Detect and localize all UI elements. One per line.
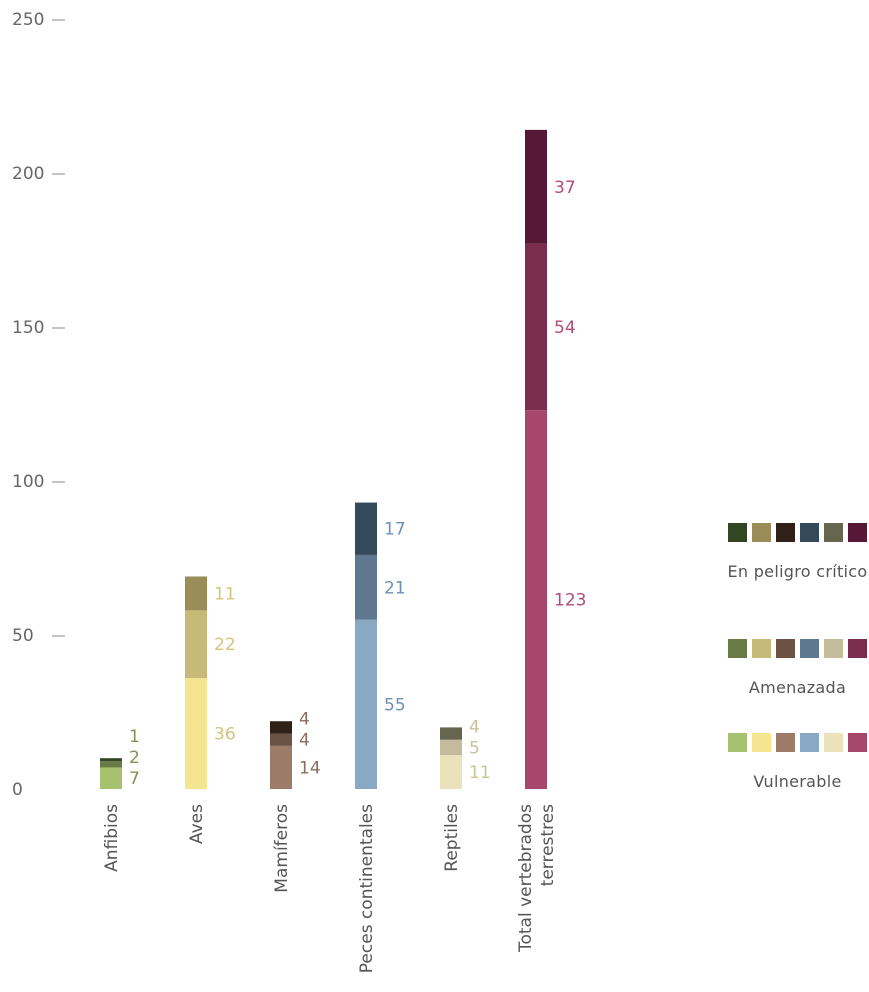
x-tick-label: Aves [187,804,207,844]
legend-swatches-critical [728,523,869,542]
y-tick-label: 250 [12,10,44,30]
bar-value-label: 11 [469,763,491,783]
bar-value-label: 1 [129,727,140,747]
legend-swatch [728,523,747,542]
legend-swatch [752,523,771,542]
bar-segment-amenazada [100,761,122,768]
legend-swatch [776,523,795,542]
legend-swatch [800,523,819,542]
x-axis-labels: Anfibios Aves Mamíferos Peces continentales… [102,804,558,973]
bar-value-label: 123 [554,591,586,611]
legend-vulnerable: Vulnerable [720,733,869,794]
legend-swatch [824,523,843,542]
bar-value-label: 22 [214,635,236,655]
bar-segment-amenazada [525,243,547,411]
bar-segment-vulnerable [525,410,547,789]
bar-segment-vulnerable [270,745,292,789]
bar-segment-vulnerable [185,678,207,789]
legend-swatches-vulnerable [728,733,869,752]
legend-label-critical: En peligro crítico [727,562,868,581]
bar-segment-amenazada [355,554,377,620]
legend-swatch [800,733,819,752]
bar-segment-amenazada [440,739,462,756]
x-tick-label: Mamíferos [272,804,292,893]
legend-swatch [824,639,843,658]
bar-value-label: 37 [554,178,576,198]
x-tick-label: Reptiles [442,804,462,872]
legend-swatch [776,639,795,658]
legend-swatch [776,733,795,752]
bar-value-label: 54 [554,318,576,338]
bar-value-label: 55 [384,695,406,715]
bar-value-label: 14 [299,758,321,778]
bar-segment-critico [100,758,122,762]
legend-label-vulnerable: Vulnerable [753,772,842,791]
bar-value-label: 2 [129,748,140,768]
y-tick-label: 200 [12,164,44,184]
bar-value-label: 4 [469,717,480,737]
x-tick-label: Total vertebrados [516,804,536,953]
bar-value-label: 4 [299,731,310,751]
bar-value-label: 36 [214,725,236,745]
bar-segment-amenazada [270,733,292,746]
y-tick-label: 100 [12,472,44,492]
legend-swatch [800,639,819,658]
legend-swatch [752,733,771,752]
bar-value-label: 5 [469,738,480,758]
legend-swatch [728,639,747,658]
y-tick-label: 150 [12,318,44,338]
x-tick-label: Anfibios [102,804,122,872]
y-tick-label: 0 [12,780,23,800]
bar-segment-critico [440,727,462,740]
bar-segment-amenazada [185,610,207,679]
legend-swatch [848,523,867,542]
bar-value-label: 17 [384,520,406,540]
bars [100,129,547,789]
bar-segment-critico [185,576,207,611]
legend-swatch [728,733,747,752]
bar-segment-vulnerable [440,755,462,789]
legend-endangered: Amenazada [720,639,869,700]
bar-segment-critico [355,502,377,555]
y-axis: 0 50 100 150 200 250 [12,10,65,800]
bar-value-label: 4 [299,710,310,730]
x-tick-label: terrestres [538,804,558,886]
legend-swatch [848,639,867,658]
x-tick-label: Peces continentales [357,804,377,973]
bar-value-label: 7 [129,769,140,789]
bar-segment-critico [270,721,292,734]
legend-swatches-endangered [728,639,869,658]
legend-swatch [752,639,771,658]
legend-swatch [848,733,867,752]
bar-value-label: 21 [384,578,406,598]
legend-swatch [824,733,843,752]
bar-value-label: 11 [214,584,236,604]
bar-segment-vulnerable [100,767,122,789]
bar-segment-critico [525,129,547,244]
bar-segment-vulnerable [355,619,377,789]
legend-label-endangered: Amenazada [748,678,847,697]
y-tick-label: 50 [12,626,34,646]
legend-critical: En peligro crítico [720,523,869,584]
